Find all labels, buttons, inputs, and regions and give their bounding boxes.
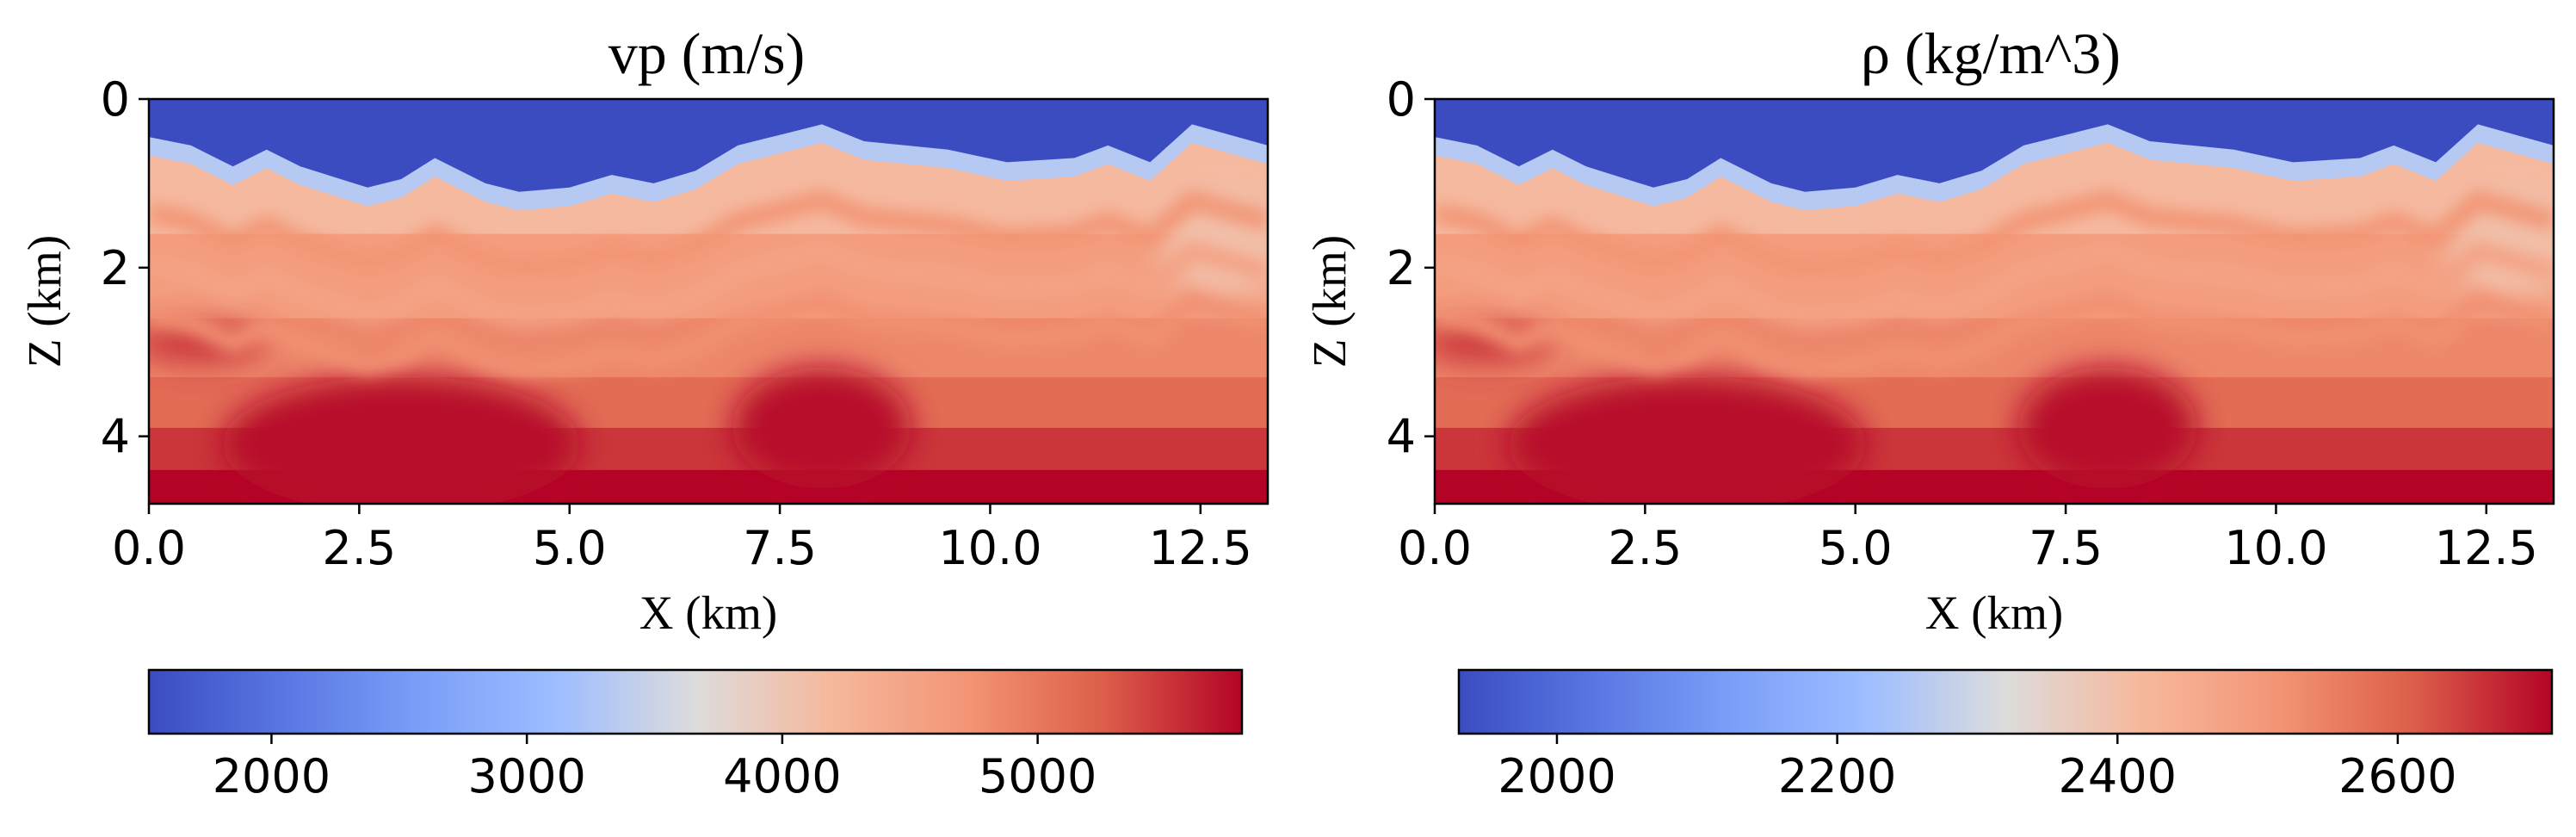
y-tick-label: 2 [101, 241, 130, 295]
high-velocity-body [2017, 367, 2197, 489]
high-velocity-body [222, 375, 581, 504]
x-tick-label: 0.0 [112, 521, 186, 575]
x-tick-label: 5.0 [1819, 521, 1893, 575]
geologic-features [1435, 185, 2554, 504]
x-tick-label: 2.5 [322, 521, 396, 575]
x-tick-label: 5.0 [533, 521, 607, 575]
horizon-line [149, 240, 1268, 328]
colorbar-tick-label: 4000 [723, 749, 841, 803]
colorbar-axis: 2000 2200 2400 2600 [1498, 734, 2457, 803]
velocity-field [149, 99, 1268, 504]
horizon-line [149, 290, 1268, 379]
y-tick-label: 0 [1387, 72, 1416, 127]
colorbar-tick-label: 2000 [1498, 749, 1615, 803]
horizons [149, 189, 1268, 379]
x-axis-label: X (km) [639, 586, 777, 639]
panel-title: ρ (kg/m^3) [1861, 21, 2121, 86]
colorbar-tick-label: 2400 [2059, 749, 2177, 803]
y-tick-label: 4 [101, 410, 130, 464]
y-tick-label: 4 [1387, 410, 1416, 464]
y-axis: 0 2 4 [1387, 72, 1435, 464]
colorbar [147, 668, 1244, 735]
horizon-line [1435, 290, 2554, 379]
x-axis: 0.0 2.5 5.0 7.5 10.0 12.5 [1398, 504, 2538, 575]
plot-frame [147, 97, 1269, 505]
colorbar-axis: 2000 3000 4000 5000 [213, 734, 1096, 803]
colorbar [1457, 668, 2554, 735]
x-axis: 0.0 2.5 5.0 7.5 10.0 12.5 [112, 504, 1252, 575]
y-axis-label: Z (km) [1303, 235, 1356, 368]
panel-title: vp (m/s) [608, 21, 806, 86]
colorbar-tick-label: 3000 [467, 749, 585, 803]
x-tick-label: 0.0 [1398, 521, 1472, 575]
x-tick-label: 7.5 [743, 521, 817, 575]
high-velocity-body [732, 367, 911, 489]
high-velocity-body [1508, 375, 1867, 504]
x-axis-label: X (km) [1925, 586, 2063, 639]
x-tick-label: 10.0 [938, 521, 1041, 575]
panel-vp: vp (m/s) 0.0 2.5 5.0 7.5 10.0 12.5 0 2 4 X (km)… [18, 21, 1269, 803]
horizon-line [1435, 189, 2554, 277]
x-tick-label: 2.5 [1608, 521, 1682, 575]
y-axis-label: Z (km) [18, 235, 71, 368]
plot-frame [1433, 97, 2555, 505]
water-layer [149, 99, 1268, 192]
y-axis: 0 2 4 [101, 72, 149, 464]
water-layer [1435, 99, 2554, 192]
density-field [1435, 99, 2554, 504]
x-tick-label: 12.5 [1149, 521, 1252, 575]
colorbar-tick-label: 2600 [2338, 749, 2456, 803]
y-tick-label: 2 [1387, 241, 1416, 295]
x-tick-label: 10.0 [2224, 521, 2327, 575]
horizons [1435, 189, 2554, 379]
x-tick-label: 12.5 [2435, 521, 2538, 575]
horizon-line [149, 189, 1268, 277]
panel-density: ρ (kg/m^3) 0.0 2.5 5.0 7.5 10.0 12.5 0 2 4 X (k… [1303, 21, 2555, 803]
y-tick-label: 0 [101, 72, 130, 127]
x-tick-label: 7.5 [2029, 521, 2103, 575]
horizon-line [1435, 240, 2554, 328]
colorbar-tick-label: 2200 [1778, 749, 1896, 803]
colorbar-tick-label: 5000 [979, 749, 1096, 803]
colorbar-tick-label: 2000 [213, 749, 330, 803]
